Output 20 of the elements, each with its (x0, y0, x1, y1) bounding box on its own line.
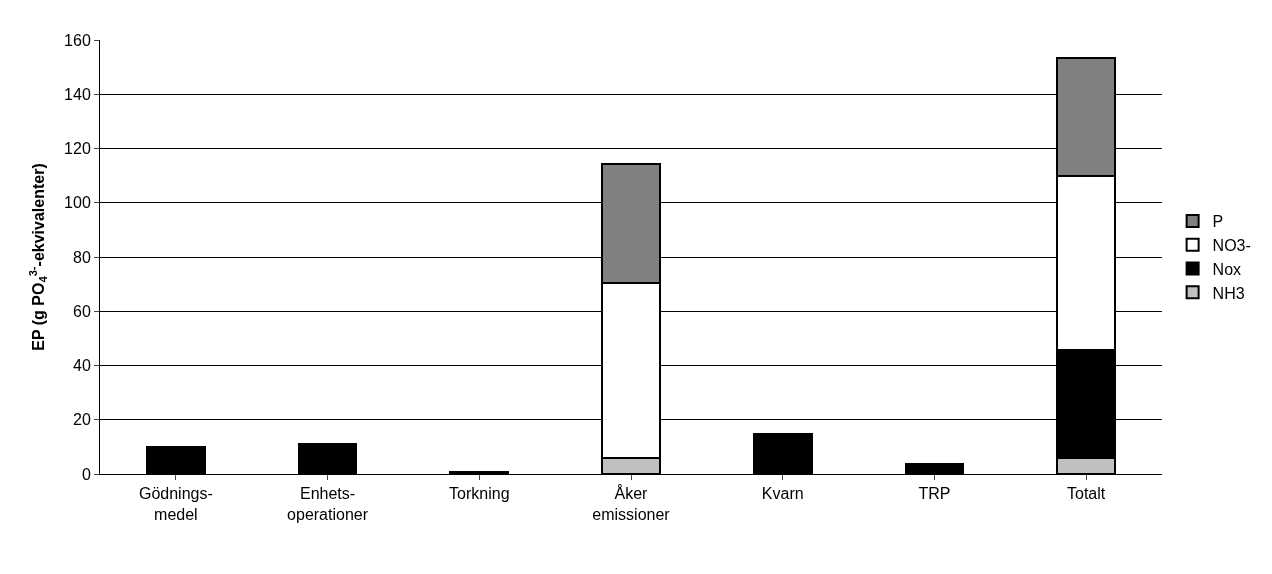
x-tick-label: TRP (918, 485, 951, 503)
y-tick-label: 60 (73, 302, 91, 320)
legend-label: NH3 (1212, 284, 1245, 302)
x-tick-label: Kvarn (761, 485, 804, 503)
x-tick-label: Totalt (1067, 485, 1106, 503)
x-tick-label: Enhets- operationer (287, 485, 369, 523)
y-tick-label: 80 (73, 248, 91, 266)
y-tick-label: 40 (73, 357, 91, 375)
legend-label: Nox (1212, 260, 1242, 278)
y-tick-label: 160 (64, 31, 91, 49)
x-tick-label: Åker emissioner (592, 484, 671, 523)
y-tick-label: 0 (81, 465, 91, 483)
legend-label: NO3- (1212, 236, 1251, 254)
y-tick-label: 140 (64, 85, 91, 103)
y-tick-label: 100 (64, 194, 91, 212)
x-tick-label: Gödnings- medel (138, 485, 213, 523)
y-tick-label: 120 (64, 140, 91, 158)
x-tick-label: Torkning (449, 485, 510, 503)
y-tick-label: 20 (73, 411, 91, 429)
legend-label: P (1212, 213, 1224, 231)
